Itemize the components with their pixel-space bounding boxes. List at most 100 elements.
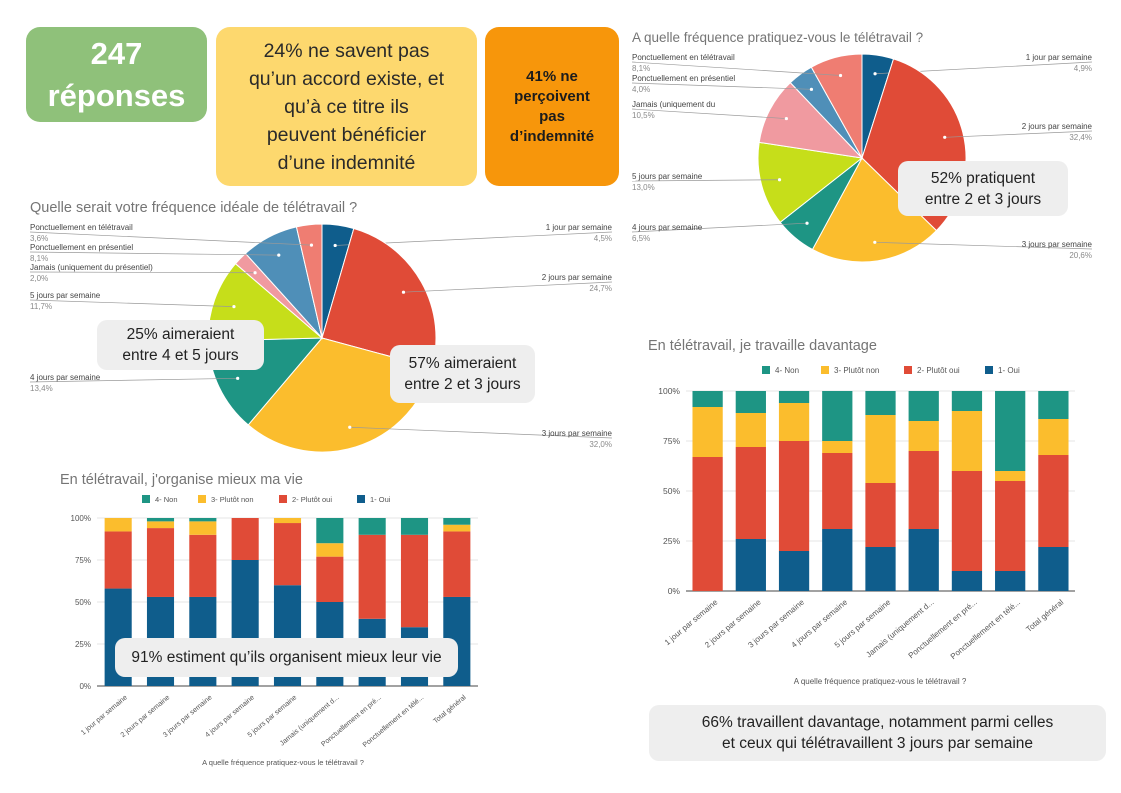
organise-bar-5-jours-par-semaine-3-plutot-non xyxy=(273,518,302,524)
agreement-line-2: qu’un accord existe, et xyxy=(248,67,445,90)
organise-bar-jamais-uniquement-d-3-plutot-non xyxy=(316,543,344,557)
ideal-leader-jamais-uniquement-du-presentiel xyxy=(29,271,256,274)
practice-leader-dot-ponctuellement-en-presentiel xyxy=(809,87,814,91)
work-bar-4-jours-par-semaine-4-non xyxy=(822,391,853,441)
work-bar-total-general-4-non xyxy=(1038,391,1069,419)
work-legend-swatch-1-oui xyxy=(985,366,993,374)
work-bar-jamais-uniquement-d-1-oui xyxy=(908,529,939,591)
work-bar-ponctuellement-en-tele-3-plutot-non xyxy=(995,471,1026,481)
work-bar-3-jours-par-semaine-4-non xyxy=(778,391,810,403)
responses-card: 247 réponses xyxy=(26,27,207,122)
organise-bar-3-jours-par-semaine-4-non xyxy=(189,518,217,522)
work-legend-4-non: 4- Non xyxy=(775,366,799,375)
organise-bar-total-general-4-non xyxy=(443,518,471,525)
practice-label-3-jours-par-semaine: 3 jours par semaine xyxy=(1022,240,1093,249)
ideal-23-line-2: entre 2 et 3 jours xyxy=(404,376,521,393)
work-ytick-3: 75% xyxy=(663,436,680,446)
work-ytick-2: 50% xyxy=(663,486,680,496)
work-bar-5-jours-par-semaine-1-oui xyxy=(865,547,896,591)
practice-label-4-jours-par-semaine: 4 jours par semaine xyxy=(632,223,703,232)
organise-bar-1-jour-par-semaine-3-plutot-non xyxy=(104,518,132,532)
organise-legend-swatch-3-plutot-non xyxy=(198,495,206,503)
organise-legend-3-plutot-non: 3- Plutôt non xyxy=(211,495,254,504)
organise-bar-2-jours-par-semaine-3-plutot-non xyxy=(146,521,175,529)
practice-label-5-jours-par-semaine: 5 jours par semaine xyxy=(632,172,703,181)
organise-ytick-3: 75% xyxy=(75,556,91,565)
ideal-value-jamais-uniquement-du-presentiel: 2,0% xyxy=(30,274,48,283)
work-bar-total-general-2-plutot-oui xyxy=(1038,455,1069,547)
organise-xlabel: A quelle fréquence pratiquez-vous le tél… xyxy=(202,758,364,767)
work-legend-3-plutot-non: 3- Plutôt non xyxy=(834,366,879,375)
organise-callout: 91% estiment qu’ils organisent mieux leu… xyxy=(115,638,458,677)
indemnity-card: 41% ne perçoivent pas d’indemnité xyxy=(485,27,619,186)
work-bar-jamais-uniquement-d-4-non xyxy=(908,391,939,421)
ideal-leader-3-jours-par-semaine xyxy=(349,426,613,439)
practice-label-2-jours-par-semaine: 2 jours par semaine xyxy=(1022,122,1093,131)
practice-slice-3-jours-par-semaine xyxy=(811,157,938,263)
organise-bar-1-jour-par-semaine-2-plutot-oui xyxy=(104,531,132,589)
practice-callout: 52% pratiquent entre 2 et 3 jours xyxy=(898,161,1068,216)
work-legend-swatch-4-non xyxy=(762,366,770,374)
work-bar-3-jours-par-semaine-3-plutot-non xyxy=(778,403,810,441)
work-xlabel: A quelle fréquence pratiquez-vous le tél… xyxy=(794,677,967,686)
work-more-line-2: et ceux qui télétravaillent 3 jours par … xyxy=(721,735,1034,752)
work-bar-4-jours-par-semaine-3-plutot-non xyxy=(822,441,853,453)
organise-bar-jamais-uniquement-d-4-non xyxy=(316,518,344,544)
practice-value-4-jours-par-semaine: 6,5% xyxy=(632,234,650,243)
ideal-leader-5-jours-par-semaine xyxy=(29,299,234,307)
agreement-line-4: peuvent bénéficier xyxy=(266,123,427,146)
organise-xtick-1-jour-par-semaine: 1 jour par semaine xyxy=(80,694,129,737)
practice-pie-chart: 1 jour par semaine 4,9% 2 jours par semain… xyxy=(631,53,1093,263)
practice-slice-jamais-uniquement-du xyxy=(758,81,864,159)
work-bar-total-general-3-plutot-non xyxy=(1038,419,1069,455)
indemnity-line-4: d’indemnité xyxy=(509,127,595,145)
practice-leader-dot-4-jours-par-semaine xyxy=(805,221,809,225)
work-legend-1-oui: 1- Oui xyxy=(998,366,1020,375)
work-xtick-ponctuellement-en-tele: Ponctuellement en télé... xyxy=(949,598,1022,661)
ideal-pie-chart: 1 jour par semaine 4,5% 2 jours par semain… xyxy=(29,223,613,453)
practice-value-5-jours-par-semaine: 13,0% xyxy=(632,183,655,192)
practice-callout-line-1: 52% pratiquent xyxy=(930,169,1036,187)
work-more-line-1: 66% travaillent davantage, notamment par… xyxy=(701,714,1054,731)
practice-leader-5-jours-par-semaine xyxy=(631,179,780,182)
organise-bar-ponctuellement-en-tele-2-plutot-oui xyxy=(400,534,429,628)
ideal-slice-ponctuellement-en-teletravail xyxy=(295,223,323,339)
work-bar-1-jour-par-semaine-4-non xyxy=(692,391,723,407)
indemnity-line-3: pas xyxy=(539,107,565,125)
organise-chart-title: En télétravail, j'organise mieux ma vie xyxy=(60,472,303,488)
ideal-23-callout: 57% aimeraient entre 2 et 3 jours xyxy=(390,345,535,403)
agreement-line-3: qu’à ce titre ils xyxy=(284,95,409,118)
practice-leader-4-jours-par-semaine xyxy=(631,222,808,233)
practice-pie-title: A quelle fréquence pratiquez-vous le tél… xyxy=(632,30,924,45)
practice-slice-5-jours-par-semaine xyxy=(757,141,864,223)
ideal-23-line-1: 57% aimeraient xyxy=(408,355,517,372)
indemnity-line-1: 41% ne xyxy=(526,67,578,85)
work-ytick-0: 0% xyxy=(668,586,681,596)
work-bar-3-jours-par-semaine-2-plutot-oui xyxy=(778,441,810,551)
ideal-leader-dot-5-jours-par-semaine xyxy=(232,305,236,309)
ideal-label-jamais-uniquement-du-presentiel: Jamais (uniquement du présentiel) xyxy=(30,263,153,272)
practice-leader-ponctuellement-en-presentiel xyxy=(631,82,812,90)
practice-label-ponctuellement-en-presentiel: Ponctuellement en présentiel xyxy=(632,74,735,83)
organise-ytick-1: 25% xyxy=(75,640,91,649)
agreement-line-5: d’une indemnité xyxy=(277,151,416,174)
work-ytick-4: 100% xyxy=(658,386,680,396)
organise-ytick-2: 50% xyxy=(75,598,91,607)
work-bar-ponctuellement-en-pre-4-non xyxy=(951,391,983,411)
ideal-leader-dot-jamais-uniquement-du-presentiel xyxy=(253,271,257,275)
work-chart-title: En télétravail, je travaille davantage xyxy=(648,338,877,354)
work-legend-swatch-3-plutot-non xyxy=(821,366,829,374)
organise-bar-ponctuellement-en-tele-4-non xyxy=(400,518,429,535)
ideal-value-4-jours-par-semaine: 13,4% xyxy=(30,384,53,393)
work-legend-swatch-2-plutot-oui xyxy=(904,366,912,374)
work-bar-2-jours-par-semaine-3-plutot-non xyxy=(735,413,766,447)
work-bar-5-jours-par-semaine-3-plutot-non xyxy=(865,415,896,483)
work-bar-ponctuellement-en-pre-1-oui xyxy=(951,571,983,591)
work-bar-4-jours-par-semaine-1-oui xyxy=(822,529,853,591)
work-bar-5-jours-par-semaine-2-plutot-oui xyxy=(865,483,896,547)
work-bar-2-jours-par-semaine-4-non xyxy=(735,391,766,413)
practice-value-1-jour-par-semaine: 4,9% xyxy=(1074,64,1092,73)
ideal-label-ponctuellement-en-presentiel: Ponctuellement en présentiel xyxy=(30,243,133,252)
practice-value-2-jours-par-semaine: 32,4% xyxy=(1069,133,1092,142)
